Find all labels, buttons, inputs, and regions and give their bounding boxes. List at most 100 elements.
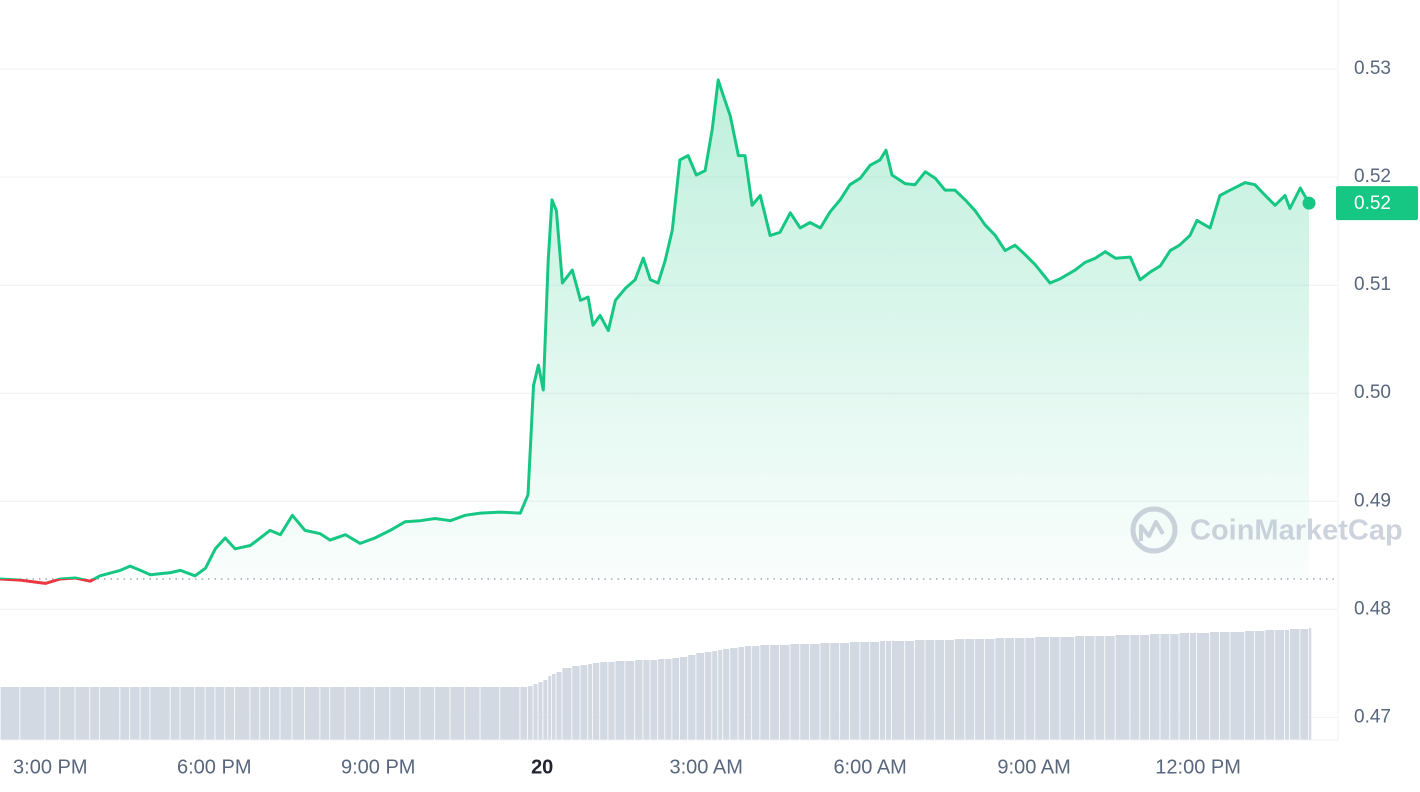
price-line bbox=[0, 78, 1311, 585]
volume-bar bbox=[572, 666, 580, 740]
volume-bar bbox=[860, 642, 870, 740]
volume-bar bbox=[75, 687, 90, 740]
volume-bar bbox=[705, 652, 712, 740]
volume-bar bbox=[150, 687, 170, 740]
volume-bar bbox=[1179, 633, 1190, 740]
area bbox=[0, 79, 1309, 584]
volume-bar bbox=[588, 664, 593, 740]
volume-bar bbox=[744, 646, 752, 740]
volume-bar bbox=[840, 643, 850, 740]
y-tick-label: 0.47 bbox=[1354, 706, 1391, 727]
volume-bar bbox=[925, 640, 935, 740]
volume-bar bbox=[593, 663, 600, 740]
watermark-logo bbox=[1130, 506, 1178, 554]
volume-bar bbox=[995, 638, 1005, 740]
volume-bar bbox=[1309, 628, 1312, 740]
volume-bar bbox=[450, 687, 465, 740]
volume-bar bbox=[718, 650, 723, 740]
line-layer bbox=[0, 78, 1316, 585]
volume-bar bbox=[1170, 634, 1179, 740]
x-tick-label: 3:00 AM bbox=[669, 756, 742, 778]
volume-bar bbox=[892, 641, 905, 740]
volume-bar bbox=[1049, 637, 1060, 740]
volume-bar bbox=[292, 687, 305, 740]
labels: 0.47 0.48 0.49 0.50 0.51 0.52 0.53 3:00 PM 6:00 … bbox=[13, 58, 1418, 778]
volume-bar bbox=[1275, 630, 1285, 740]
x-tick-label: 3:00 PM bbox=[13, 756, 87, 778]
x-tick-label: 20 bbox=[531, 756, 553, 778]
volume-bar bbox=[405, 687, 420, 740]
volume-bar bbox=[435, 687, 450, 740]
volume-bar bbox=[543, 680, 548, 740]
volume-bar bbox=[849, 642, 860, 740]
y-tick-label: 0.49 bbox=[1354, 490, 1391, 511]
volume-bar bbox=[935, 640, 945, 740]
volume-bar bbox=[130, 687, 140, 740]
volume-bar bbox=[1095, 636, 1105, 740]
volume-bar bbox=[60, 687, 75, 740]
volume-bar bbox=[548, 676, 552, 740]
volume-bar bbox=[1005, 638, 1015, 740]
volume-bar bbox=[1284, 630, 1290, 740]
volume-bar bbox=[905, 641, 915, 740]
x-tick-label: 12:00 PM bbox=[1155, 756, 1241, 778]
volume-bar bbox=[390, 687, 405, 740]
volume-bar bbox=[1060, 637, 1075, 740]
volume-bar bbox=[170, 687, 180, 740]
volume-bar bbox=[790, 644, 800, 740]
volume-bar bbox=[688, 655, 696, 740]
volume-bar bbox=[556, 672, 562, 740]
volume-bar bbox=[90, 687, 100, 740]
volume-bar bbox=[1075, 636, 1085, 740]
volume-bar bbox=[820, 643, 830, 740]
volume-bar bbox=[1014, 638, 1025, 740]
volume-bar bbox=[770, 645, 780, 740]
volume-bar bbox=[679, 657, 688, 740]
volume-bar bbox=[304, 687, 320, 740]
volume-bar bbox=[1140, 635, 1150, 740]
volume-bar bbox=[250, 687, 260, 740]
volume-bar bbox=[527, 686, 533, 740]
volume-bar bbox=[1189, 633, 1197, 740]
volume-bar bbox=[195, 687, 205, 740]
x-tick-label: 9:00 AM bbox=[997, 756, 1070, 778]
volume-bar bbox=[1149, 634, 1160, 740]
volume-bar bbox=[465, 687, 480, 740]
volume-bar bbox=[945, 640, 955, 740]
volume-bar bbox=[520, 687, 528, 740]
volume-bar bbox=[650, 660, 658, 740]
volume-bar bbox=[420, 687, 435, 740]
volume-bar bbox=[600, 662, 608, 740]
volume-bar bbox=[1289, 629, 1300, 740]
volume-bar bbox=[1245, 631, 1255, 740]
volume-bar bbox=[954, 639, 965, 740]
volume-bar bbox=[180, 687, 195, 740]
volume-bar bbox=[965, 639, 975, 740]
volume-bar bbox=[723, 649, 730, 740]
volume-bar bbox=[914, 640, 925, 740]
volume-bar bbox=[830, 643, 840, 740]
area bbox=[0, 79, 1309, 584]
volume-bar bbox=[45, 687, 60, 740]
volume-bar bbox=[975, 639, 985, 740]
volume-bar bbox=[320, 687, 330, 740]
volume-bar bbox=[538, 682, 543, 740]
volume-bar bbox=[615, 661, 625, 740]
volume-bar bbox=[885, 641, 892, 740]
volume-bar bbox=[810, 644, 820, 740]
watermark: CoinMarketCap bbox=[1130, 506, 1403, 554]
x-tick-label: 6:00 PM bbox=[177, 756, 251, 778]
volume-bar bbox=[235, 687, 250, 740]
volume-bar bbox=[205, 687, 215, 740]
volume-bar bbox=[270, 687, 280, 740]
volume-bar bbox=[580, 665, 588, 740]
volume-bar bbox=[1300, 629, 1309, 740]
volume-bar bbox=[635, 660, 643, 740]
y-tick-label: 0.48 bbox=[1354, 598, 1391, 619]
y-tick-label: 0.50 bbox=[1354, 382, 1391, 403]
volume-bar bbox=[672, 658, 680, 740]
volume-bar bbox=[760, 645, 770, 740]
volume-bar bbox=[1084, 636, 1095, 740]
volume-bar bbox=[280, 687, 292, 740]
